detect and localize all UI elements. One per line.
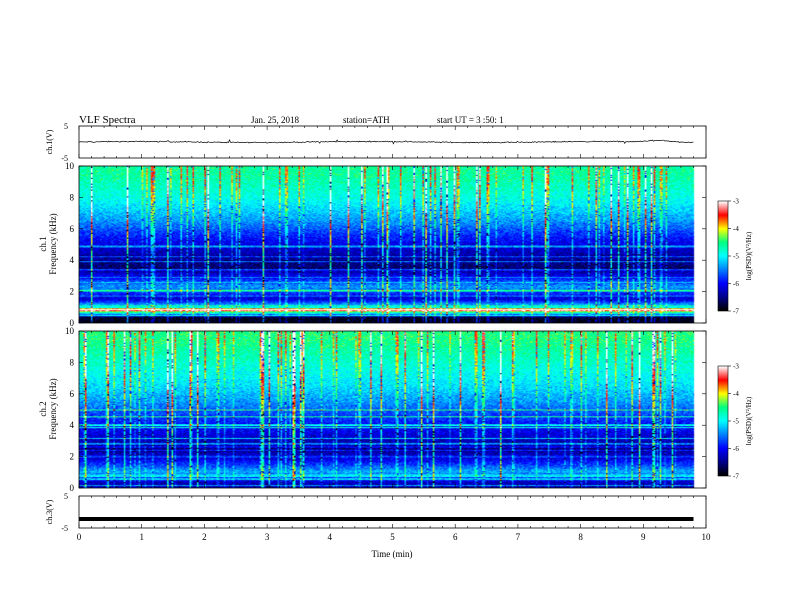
x-tick-label: 1 [139, 532, 144, 542]
ch3-ylabel: ch.3(V) [45, 499, 54, 524]
colorbar-tick-label: -5 [733, 418, 739, 426]
ch1-colorbar-label: log(PSD)(V²/Hz) [745, 231, 753, 280]
x-axis-tick-labels: 0 1 2 3 4 5 6 7 8 9 10 [77, 532, 711, 542]
ch2-colorbar-ticks: -3 -4 -5 -6 -7 [728, 363, 739, 481]
start-time-label: start UT = 3 :50: 1 [437, 115, 504, 125]
colorbar-tick-label: -3 [733, 198, 739, 206]
y-tick-label: 0 [70, 483, 75, 493]
colorbar-tick-label: -3 [733, 363, 739, 371]
x-tick-label: 8 [578, 532, 583, 542]
colorbar-tick-label: -6 [733, 445, 739, 453]
ch3-ytick-top: 5 [64, 492, 68, 501]
ch2-colorbar: -3 -4 -5 -6 -7 log(PSD)(V²/Hz) [717, 363, 753, 481]
date-label: Jan. 25, 2018 [251, 115, 299, 125]
y-tick-label: 4 [70, 420, 75, 430]
y-tick-label: 2 [70, 452, 75, 462]
ch1-colorbar-ticks: -3 -4 -5 -6 -7 [728, 198, 739, 316]
y-tick-label: 0 [70, 318, 75, 328]
colorbar-tick-label: -4 [733, 390, 739, 398]
y-tick-label: 8 [70, 357, 75, 367]
colorbar-tick-label: -4 [733, 225, 739, 233]
colorbar-tick-label: -7 [733, 473, 739, 481]
ch2-spectrogram-panel: 0 2 4 6 8 10 ch.2 Frequency (kHz) [38, 326, 707, 493]
y-tick-label: 6 [70, 224, 75, 234]
ch1-waveform-panel: 5 -5 ch.1(V) [45, 122, 707, 163]
y-tick-label: 4 [70, 255, 75, 265]
ch1-colorbar-gradient [718, 201, 728, 311]
x-tick-label: 7 [516, 532, 521, 542]
ch1-signal-line [79, 138, 694, 145]
x-tick-label: 0 [77, 532, 82, 542]
x-axis-label: Time (min) [372, 549, 413, 559]
ch1-spectrogram-ylabel-channel: ch.1 [38, 236, 48, 251]
ch2-colorbar-label: log(PSD)(V²/Hz) [745, 396, 753, 445]
ch3-xticks [78, 496, 707, 528]
x-tick-label: 3 [265, 532, 270, 542]
ch2-spectrogram-image [79, 331, 706, 488]
x-tick-label: 9 [641, 532, 646, 542]
figure-title: VLF Spectra [79, 114, 136, 126]
y-tick-label: 10 [65, 326, 75, 336]
y-tick-label: 6 [70, 389, 75, 399]
ch1-ylabel: ch.1(V) [45, 129, 54, 154]
colorbar-tick-label: -7 [733, 308, 739, 316]
colorbar-tick-label: -5 [733, 253, 739, 261]
ch3-waveform-panel: 5 -5 ch.3(V) 0 1 2 3 4 5 6 7 8 9 10 Time (min) [45, 492, 711, 559]
ch3-ytick-bottom: -5 [61, 524, 68, 533]
ch1-spectrogram-panel: 0 2 4 6 8 10 ch.1 Frequency (kHz) [38, 161, 707, 328]
x-tick-label: 4 [328, 532, 333, 542]
ch1-colorbar: -3 -4 -5 -6 -7 log(PSD)(V²/Hz) [717, 198, 753, 316]
x-tick-label: 5 [390, 532, 395, 542]
ch1-spectrogram-yticks: 0 2 4 6 8 10 [65, 161, 707, 328]
y-tick-label: 2 [70, 287, 75, 297]
ch1-xticks [78, 126, 707, 158]
ch2-spectrogram-ylabel-channel: ch.2 [38, 401, 48, 416]
x-tick-label: 6 [453, 532, 458, 542]
y-tick-label: 8 [70, 192, 75, 202]
ch1-ytick-top: 5 [64, 122, 68, 131]
ch1-spectrogram-ylabel-frequency: Frequency (kHz) [48, 213, 58, 274]
x-tick-label: 10 [702, 532, 712, 542]
ch2-spectrogram-ylabel-frequency: Frequency (kHz) [48, 378, 58, 439]
station-label: station=ATH [343, 115, 390, 125]
colorbar-tick-label: -6 [733, 280, 739, 288]
ch2-colorbar-gradient [718, 366, 728, 476]
ch3-frame [78, 495, 707, 529]
ch1-spectrogram-image [79, 166, 706, 323]
y-tick-label: 10 [65, 161, 75, 171]
ch2-spectrogram-yticks: 0 2 4 6 8 10 [65, 326, 707, 493]
x-tick-label: 2 [202, 532, 207, 542]
ch1-ytick-bottom: -5 [61, 154, 68, 163]
